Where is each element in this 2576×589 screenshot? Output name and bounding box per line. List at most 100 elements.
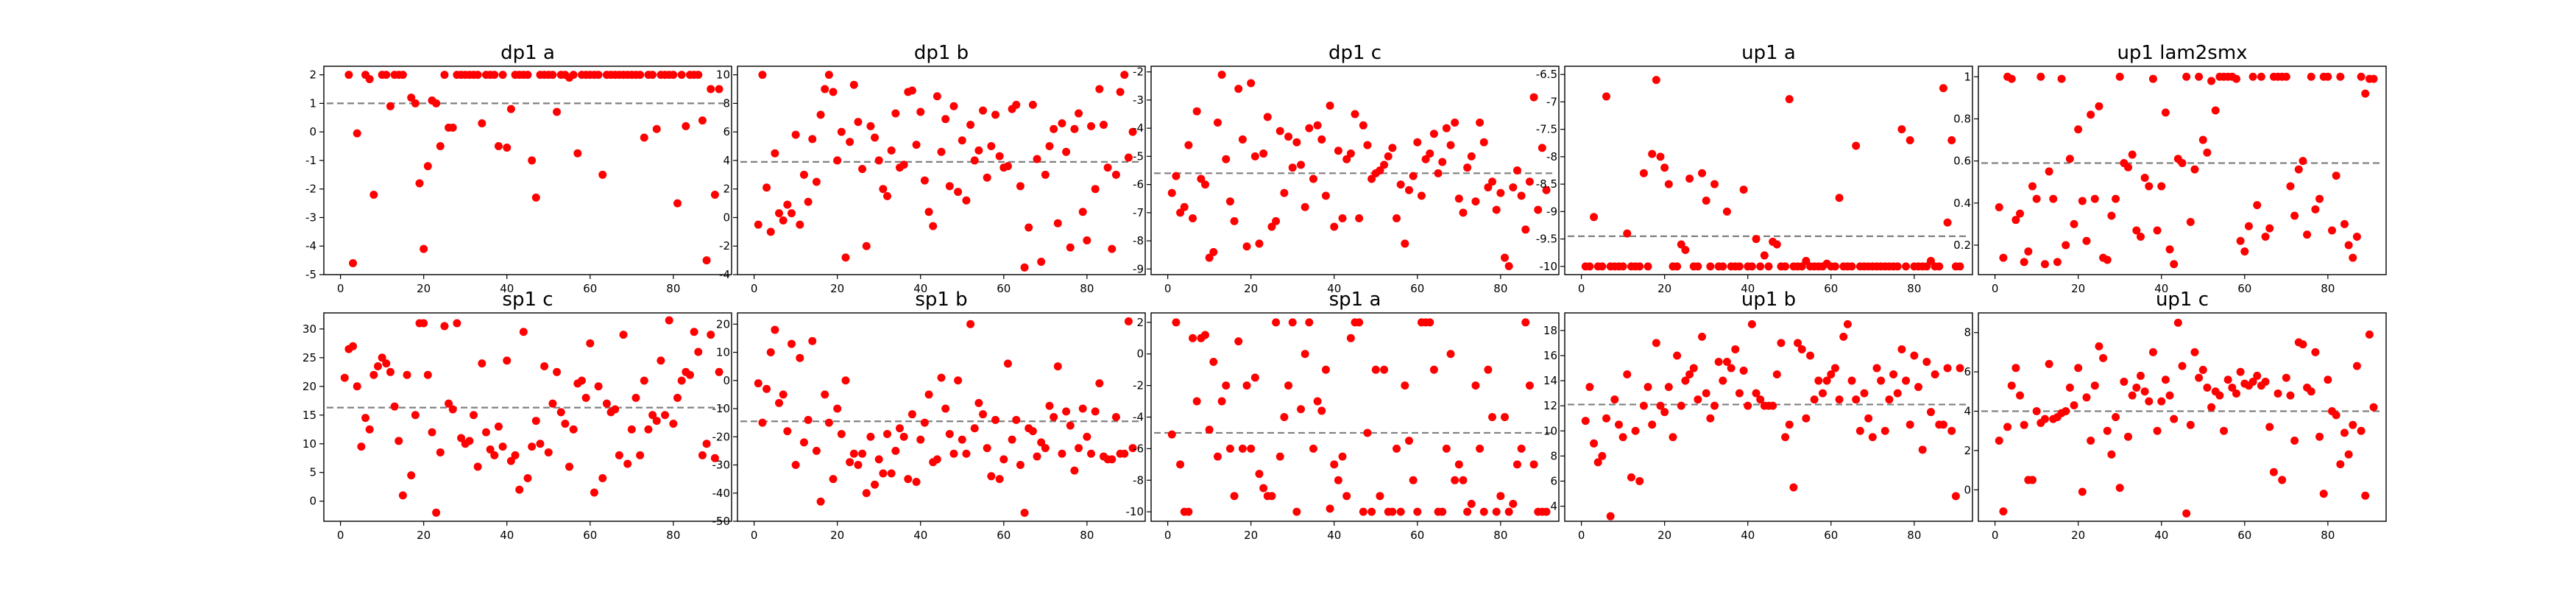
data-point [573, 149, 582, 158]
data-point [799, 438, 808, 447]
data-point [829, 475, 838, 484]
data-point [1702, 196, 1710, 205]
data-point [1376, 166, 1384, 174]
data-point [2148, 348, 2157, 356]
data-point [394, 437, 403, 445]
data-point [1388, 144, 1397, 152]
data-point [929, 222, 938, 230]
data-point [1606, 512, 1615, 521]
data-point [846, 458, 854, 467]
data-point [448, 123, 457, 132]
data-point [1200, 180, 1209, 189]
data-point [486, 445, 495, 454]
x-tick-label: 20 [1244, 529, 1258, 542]
data-point [2136, 233, 2145, 241]
data-point [1050, 413, 1058, 421]
subplot-title: sp1 c [502, 289, 553, 311]
y-tick-label: 5 [309, 466, 316, 479]
data-point [974, 146, 983, 155]
data-point [796, 220, 804, 229]
data-point [783, 200, 792, 209]
data-point [941, 404, 950, 413]
data-point [1922, 357, 1931, 366]
data-point [1643, 262, 1652, 271]
data-point [983, 444, 991, 453]
data-point [465, 437, 474, 445]
data-point [1735, 389, 1744, 398]
x-tick-label: 80 [1907, 282, 1921, 295]
data-point [382, 71, 391, 80]
data-point [1698, 169, 1707, 177]
data-point [1099, 120, 1108, 129]
data-point [920, 176, 929, 185]
data-point [1534, 205, 1543, 214]
data-point [871, 133, 880, 142]
data-point [682, 121, 690, 130]
data-point [2215, 391, 2224, 400]
data-point [1496, 492, 1505, 501]
data-point [1525, 177, 1534, 186]
data-point [1760, 251, 1769, 260]
data-point [411, 411, 420, 420]
subplot-title: sp1 a [1329, 289, 1381, 311]
data-point [1918, 445, 1927, 454]
data-point [2145, 397, 2154, 406]
data-point [866, 121, 875, 130]
data-point [2303, 230, 2312, 239]
data-point [715, 367, 723, 376]
data-point [1943, 218, 1952, 227]
data-point [569, 71, 578, 80]
data-point [1292, 138, 1301, 147]
data-point [1685, 174, 1694, 183]
data-point [2161, 108, 2170, 117]
data-point [1463, 507, 1472, 516]
data-point [2315, 194, 2324, 203]
data-point [1197, 174, 1206, 183]
data-point [1426, 318, 1434, 327]
data-point [1897, 345, 1906, 353]
data-point [1087, 121, 1096, 130]
data-point [1384, 152, 1393, 161]
data-point [2244, 222, 2253, 230]
data-point [1719, 376, 1727, 385]
data-point [1426, 149, 1434, 158]
data-point [1525, 381, 1534, 390]
data-point [1926, 256, 1935, 265]
data-point [2112, 194, 2120, 203]
data-point [1205, 426, 1214, 434]
data-point [1020, 263, 1029, 272]
data-point [1517, 191, 1526, 200]
y-tick-label: 10 [716, 346, 730, 359]
data-point [420, 244, 428, 253]
data-point [503, 143, 512, 152]
data-point [498, 442, 507, 451]
data-point [1906, 136, 1914, 145]
subplot-title: up1 lam2smx [2117, 42, 2247, 64]
plot-frame [737, 312, 1146, 522]
data-point [2352, 233, 2361, 241]
data-point [2045, 167, 2053, 176]
data-point [1669, 433, 1677, 442]
data-point [523, 71, 532, 80]
data-point [1234, 337, 1243, 346]
data-point [2336, 72, 2345, 81]
data-point [1852, 141, 1861, 150]
data-point [2173, 318, 2182, 327]
data-point [1401, 381, 1409, 390]
data-point [1380, 161, 1389, 169]
data-point [924, 208, 933, 216]
data-point [2349, 420, 2357, 429]
data-point [602, 399, 611, 408]
data-point [2195, 72, 2204, 81]
data-point [1050, 124, 1058, 133]
data-point [1200, 331, 1209, 339]
data-point [1872, 364, 1881, 373]
data-point [1797, 262, 1806, 271]
data-point [791, 130, 800, 139]
data-point [1660, 408, 1669, 417]
data-point [2011, 364, 2020, 373]
x-tick-label: 0 [1164, 529, 1172, 542]
subplot-title: up1 c [2156, 289, 2209, 311]
data-point [2344, 241, 2353, 250]
data-point [685, 370, 694, 379]
